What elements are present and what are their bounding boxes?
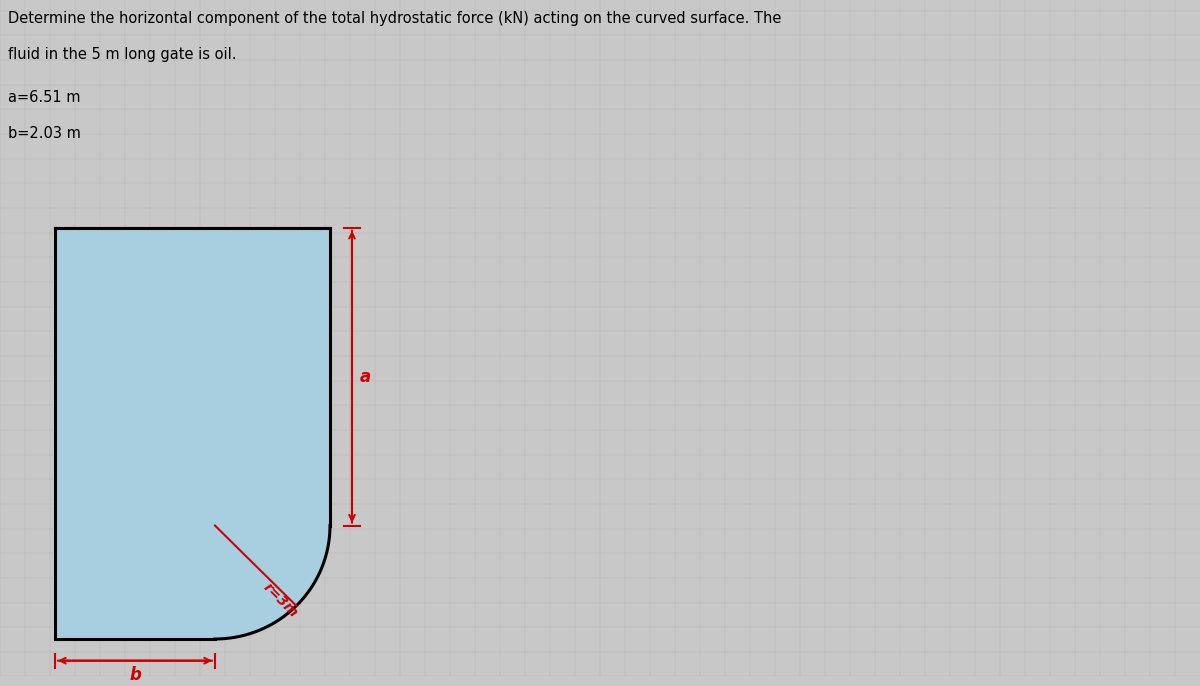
Text: Determine the horizontal component of the total hydrostatic force (kN) acting on: Determine the horizontal component of th… xyxy=(8,11,781,26)
Text: b: b xyxy=(130,665,140,684)
Text: a: a xyxy=(360,368,371,386)
Text: a=6.51 m: a=6.51 m xyxy=(8,90,80,105)
Text: r=3m: r=3m xyxy=(260,580,301,621)
Polygon shape xyxy=(55,228,330,639)
Text: b=2.03 m: b=2.03 m xyxy=(8,126,80,141)
Text: fluid in the 5 m long gate is oil.: fluid in the 5 m long gate is oil. xyxy=(8,47,236,62)
